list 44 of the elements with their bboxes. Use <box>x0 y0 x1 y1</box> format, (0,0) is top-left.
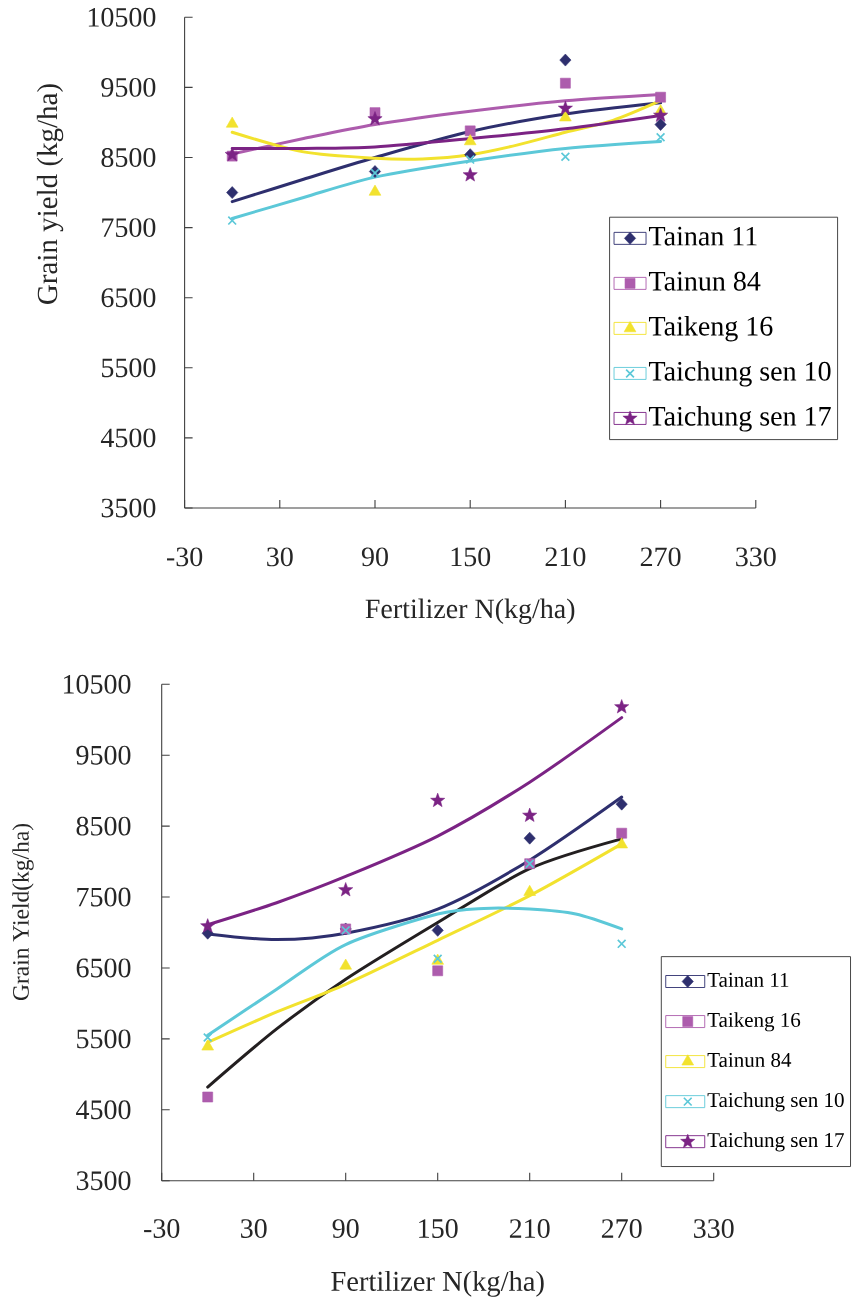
x-tick-label: 330 <box>736 547 776 567</box>
x-axis-title: Fertilizer N(kg/ha) <box>331 1270 544 1297</box>
x-tick-label: 90 <box>361 547 388 567</box>
y-tick-label: 3500 <box>76 1171 131 1191</box>
legend-label: Taichung sen 10 <box>707 1092 844 1112</box>
legend-label: Taichung sen 17 <box>707 1132 844 1152</box>
legend-label: Taichung sen 10 <box>648 360 831 387</box>
x-tick-label: 30 <box>241 1219 267 1238</box>
y-tick-label: 9500 <box>76 745 131 765</box>
y-tick-label: 6500 <box>101 288 156 308</box>
y-tick-label: 8500 <box>76 816 131 836</box>
y-axis-title: Grain Yield(kg/ha) <box>12 823 34 1001</box>
x-tick-label: -30 <box>166 547 203 567</box>
y-tick-label: 5500 <box>102 358 156 378</box>
y-tick-label: 5500 <box>77 1029 131 1049</box>
y-tick-label: 3500 <box>101 498 156 518</box>
x-tick-label: 270 <box>640 547 681 567</box>
x-tick-label: 30 <box>267 547 293 567</box>
x-tick-label: 330 <box>694 1219 734 1238</box>
x-tick-label: 150 <box>451 547 491 567</box>
y-tick-label: 7500 <box>77 887 131 907</box>
x-tick-label: 90 <box>332 1219 359 1238</box>
y-axis-title: Grain yield (kg/ha) <box>36 84 64 304</box>
x-tick-label: -30 <box>144 1219 180 1238</box>
x-tick-label: 150 <box>419 1219 458 1238</box>
y-tick-label: 8500 <box>101 148 156 167</box>
legend-label: Tainun 84 <box>648 271 761 291</box>
y-tick-label: 10500 <box>88 7 156 27</box>
x-axis-title: Fertilizer N(kg/ha) <box>365 598 575 625</box>
legend-label: Tainun 84 <box>707 1052 792 1068</box>
y-tick-label: 7500 <box>102 218 156 238</box>
legend-label: Tainan 11 <box>648 226 757 246</box>
x-tick-label: 270 <box>601 1219 642 1238</box>
x-tick-label: 210 <box>509 1219 550 1238</box>
legend-label: Taichung sen 17 <box>648 406 831 432</box>
y-tick-label: 10500 <box>63 674 131 694</box>
legend-label: Tainan 11 <box>707 972 789 987</box>
y-tick-label: 9500 <box>101 77 156 97</box>
y-tick-label: 6500 <box>76 958 131 978</box>
legend-label: Taikeng 16 <box>648 315 773 342</box>
y-tick-label: 4500 <box>100 428 156 448</box>
y-tick-label: 4500 <box>76 1100 131 1120</box>
legend-label: Taikeng 16 <box>707 1012 801 1032</box>
x-tick-label: 210 <box>545 547 586 567</box>
